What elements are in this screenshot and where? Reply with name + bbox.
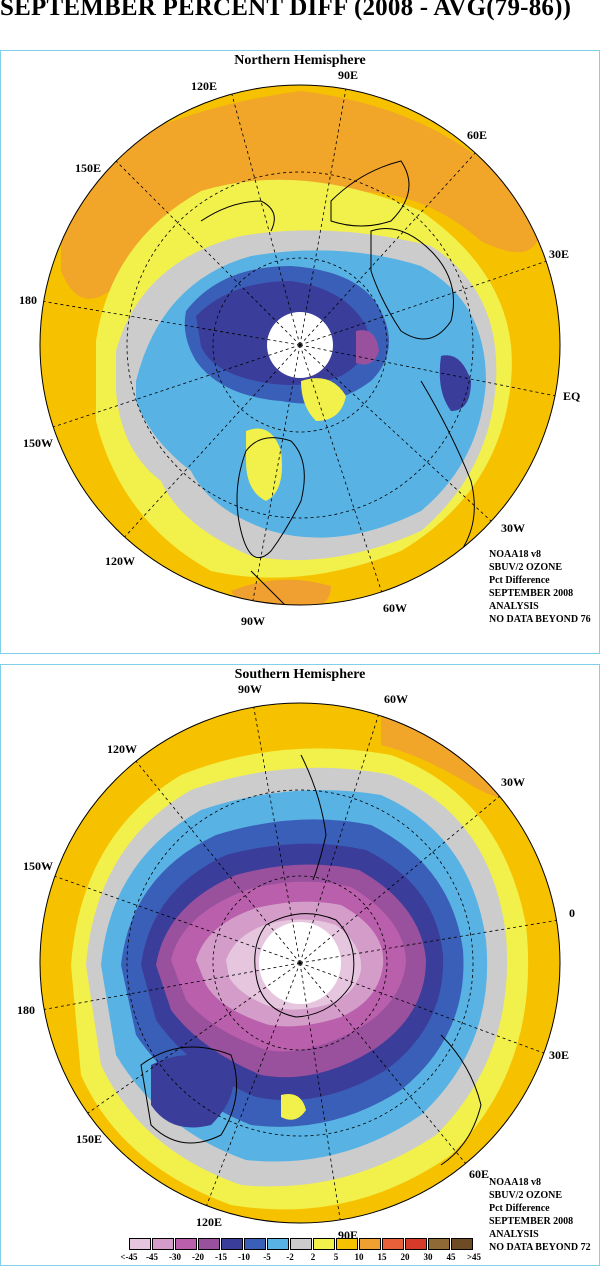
legend-swatch	[129, 1238, 151, 1250]
legend-label: 20	[400, 1252, 410, 1262]
legend-swatch	[451, 1238, 473, 1250]
legend-swatch	[175, 1238, 197, 1250]
longitude-label: 30E	[549, 247, 570, 261]
ozone-contour-yellow-patch-2	[301, 378, 346, 421]
graticule	[40, 85, 557, 605]
longitude-label: 90W	[238, 682, 262, 696]
southern-hemisphere-map	[39, 702, 561, 1224]
legend-label: 5	[333, 1252, 339, 1262]
longitude-label: 150E	[76, 1132, 103, 1146]
legend-swatch	[198, 1238, 220, 1250]
legend-label: 30	[423, 1252, 433, 1262]
legend-label: -30	[169, 1252, 181, 1262]
longitude-label: 30W	[501, 775, 525, 789]
legend-label: -45	[146, 1252, 158, 1262]
longitude-label: 90W	[241, 614, 265, 628]
longitude-label: 60W	[383, 601, 407, 615]
legend-swatch	[382, 1238, 404, 1250]
longitude-label: 180	[17, 1003, 35, 1017]
hemisphere-outline	[39, 84, 561, 606]
ozone-contour-purple	[356, 330, 379, 365]
ozone-contour-yellow-patch	[281, 1094, 306, 1120]
longitude-label: 120E	[191, 79, 218, 93]
southern-hemisphere-panel: Southern Hemisphere	[0, 664, 600, 1266]
longitude-label: 120W	[107, 742, 137, 756]
graticule	[40, 703, 560, 1223]
south-info-block: NOAA18 v8 SBUV/2 OZONE Pct Difference SE…	[489, 1177, 591, 1253]
ozone-contour-dark-blue-2	[439, 355, 471, 411]
longitude-label: 150E	[75, 161, 102, 175]
legend-label: -15	[215, 1252, 227, 1262]
ozone-contour-orange-2	[231, 579, 331, 605]
legend-label: -2	[286, 1252, 294, 1262]
legend-swatch	[221, 1238, 243, 1250]
longitude-label: 150W	[23, 436, 53, 450]
longitude-label: 90E	[338, 68, 359, 82]
longitude-label: 150W	[23, 859, 53, 873]
legend-label: -20	[192, 1252, 204, 1262]
northern-hemisphere-title: Northern Hemisphere	[234, 53, 366, 68]
north-info-block: NOAA18 v8 SBUV/2 OZONE Pct Difference SE…	[489, 549, 591, 625]
legend-label: 10	[354, 1252, 364, 1262]
southern-hemisphere-title: Southern Hemisphere	[234, 667, 366, 682]
legend-swatch	[290, 1238, 312, 1250]
legend-swatch	[359, 1238, 381, 1250]
longitude-label: 30W	[501, 521, 525, 535]
ozone-contour-dark-blue-2	[151, 1055, 234, 1128]
ozone-contour-yellow-patch	[246, 428, 282, 501]
longitude-label: 0	[569, 906, 575, 920]
legend-label: 2	[310, 1252, 316, 1262]
main-title: SEPTEMBER PERCENT DIFF (2008 - AVG(79-86…	[0, 0, 572, 21]
legend-swatch	[267, 1238, 289, 1250]
longitude-label: 60E	[467, 128, 488, 142]
legend-label: -10	[238, 1252, 250, 1262]
coastline-outlines	[200, 160, 475, 605]
northern-hemisphere-panel: Northern Hemisphere	[0, 50, 600, 654]
legend-label: -5	[263, 1252, 271, 1262]
legend-label: 15	[377, 1252, 387, 1262]
legend-swatch	[244, 1238, 266, 1250]
legend-swatch	[428, 1238, 450, 1250]
northern-hemisphere-map	[39, 84, 561, 606]
legend-label: 45	[446, 1252, 456, 1262]
longitude-label: 30E	[549, 1048, 570, 1062]
legend-label: <-45	[120, 1252, 138, 1262]
longitude-label: 120E	[196, 1215, 223, 1229]
longitude-label: 60E	[469, 1167, 490, 1181]
legend-label: >45	[466, 1252, 482, 1262]
legend-swatch	[405, 1238, 427, 1250]
legend-swatch	[313, 1238, 335, 1250]
legend-swatch	[152, 1238, 174, 1250]
longitude-label: 120W	[105, 554, 135, 568]
longitude-label: 60W	[384, 692, 408, 706]
hemisphere-outline	[39, 702, 561, 1224]
longitude-label: 180	[19, 293, 37, 307]
legend-swatch	[336, 1238, 358, 1250]
longitude-label: EQ	[563, 389, 581, 403]
